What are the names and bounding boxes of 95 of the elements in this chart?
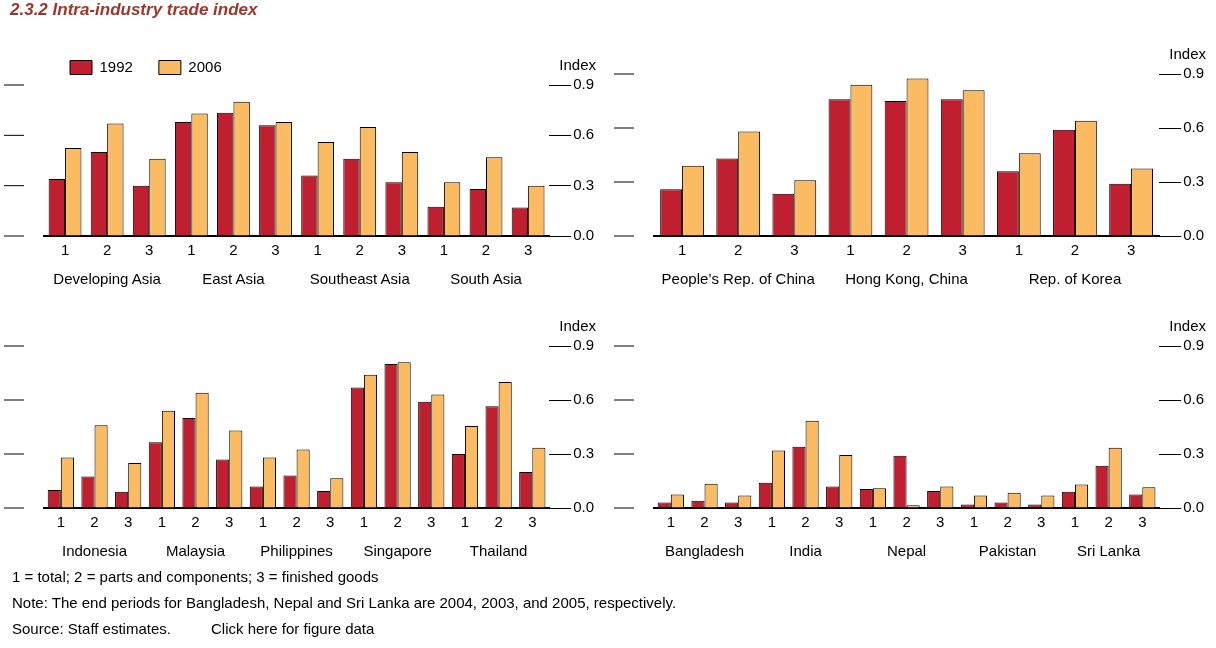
y-tick-label: 0.9 <box>573 336 595 354</box>
x-tick-label: 2 <box>90 513 99 531</box>
x-tick-label: 2 <box>191 513 200 531</box>
y-tick-label: 0.0 <box>1183 498 1205 516</box>
x-tick-label: 3 <box>835 513 844 531</box>
y-tick-label: 0.6 <box>573 390 595 408</box>
text: Rep. of Korea <box>1028 269 1122 287</box>
x-tick-label: 2 <box>734 241 743 259</box>
x-tick-label: 1 <box>1014 241 1023 259</box>
text: People’s Rep. of China <box>661 269 816 287</box>
x-tick-label: 3 <box>958 241 967 259</box>
x-tick-label: 3 <box>1138 513 1147 531</box>
x-tick-label: 3 <box>936 513 945 531</box>
y-tick-label: 0.3 <box>573 175 595 193</box>
x-tick-label: 1 <box>439 241 449 259</box>
chart-title: 2.3.2 Intra-industry trade index <box>8 0 259 20</box>
text: Note: The end periods for Bangladesh, Nepal and Sri Lanka are 2004, 2003, and 2005, respectively. <box>12 593 677 613</box>
y-tick-label: 0.0 <box>573 498 595 516</box>
text: Bangladesh <box>664 541 745 559</box>
x-tick-label: 1 <box>677 241 687 259</box>
y-tick-label: 0.9 <box>573 75 595 93</box>
y-tick-label: 0.6 <box>1183 390 1205 408</box>
x-tick-label: 2 <box>393 513 402 531</box>
text: Click here for figure data <box>210 619 375 639</box>
x-tick-label: 1 <box>359 513 369 531</box>
text: Nepal <box>886 541 927 559</box>
y-tick-label: 0.3 <box>573 444 595 462</box>
y-axis-title: Index <box>1169 316 1207 334</box>
x-tick-label: 3 <box>1126 241 1136 259</box>
y-tick-label: 0.6 <box>1183 118 1205 136</box>
x-tick-label: 3 <box>734 513 743 531</box>
y-tick-label: 0.3 <box>1183 172 1205 190</box>
x-tick-label: 3 <box>397 241 406 259</box>
x-tick-label: 1 <box>868 513 878 531</box>
x-tick-label: 2 <box>902 241 911 259</box>
legend-label: 1992 <box>99 57 133 75</box>
x-tick-label: 3 <box>523 241 533 259</box>
x-tick-label: 1 <box>313 241 322 259</box>
text: Malaysia <box>165 541 226 559</box>
x-tick-label: 2 <box>355 241 364 259</box>
x-tick-label: 1 <box>157 513 167 531</box>
x-tick-label: 1 <box>1070 513 1080 531</box>
x-tick-label: 3 <box>271 241 280 259</box>
x-tick-label: 2 <box>902 513 911 531</box>
y-tick-label: 0.6 <box>573 125 595 143</box>
text: India <box>789 541 823 559</box>
y-axis-title: Index <box>1169 44 1207 62</box>
x-tick-label: 2 <box>1070 241 1080 259</box>
x-tick-label: 1 <box>56 513 66 531</box>
text: Hong Kong, China <box>845 269 969 287</box>
y-tick-label: 0.9 <box>1183 64 1205 82</box>
x-tick-label: 2 <box>292 513 301 531</box>
x-tick-label: 2 <box>494 513 503 531</box>
text: South Asia <box>450 269 523 287</box>
x-tick-label: 2 <box>1104 513 1113 531</box>
x-tick-label: 2 <box>1003 513 1012 531</box>
x-tick-label: 3 <box>790 241 799 259</box>
x-tick-label: 2 <box>700 513 709 531</box>
text: Indonesia <box>61 541 128 559</box>
x-tick-label: 3 <box>145 241 154 259</box>
x-tick-label: 3 <box>528 513 537 531</box>
x-tick-label: 1 <box>846 241 855 259</box>
text: Philippines <box>260 541 333 559</box>
legend-label: 2006 <box>188 57 222 75</box>
y-axis-title: Index <box>559 55 597 73</box>
text: Sri Lanka <box>1076 541 1141 559</box>
x-tick-label: 1 <box>666 513 676 531</box>
x-tick-label: 2 <box>801 513 810 531</box>
x-tick-label: 1 <box>460 513 470 531</box>
text: Pakistan <box>978 541 1037 559</box>
x-tick-label: 3 <box>427 513 436 531</box>
text: Thailand <box>469 541 528 559</box>
text: Developing Asia <box>53 269 162 287</box>
x-tick-label: 1 <box>969 513 979 531</box>
x-tick-label: 3 <box>1037 513 1046 531</box>
x-tick-label: 1 <box>767 513 777 531</box>
x-tick-label: 1 <box>187 241 196 259</box>
x-tick-label: 2 <box>229 241 238 259</box>
text: Southeast Asia <box>309 269 411 287</box>
x-tick-label: 3 <box>225 513 234 531</box>
text: Singapore <box>363 541 432 559</box>
y-tick-label: 0.3 <box>1183 444 1205 462</box>
x-tick-label: 2 <box>102 241 112 259</box>
x-tick-label: 3 <box>326 513 335 531</box>
y-tick-label: 0.9 <box>1183 336 1205 354</box>
x-tick-label: 2 <box>481 241 491 259</box>
y-tick-label: 0.0 <box>1183 226 1205 244</box>
x-tick-label: 1 <box>258 513 268 531</box>
y-axis-title: Index <box>559 316 597 334</box>
y-tick-label: 0.0 <box>573 226 595 244</box>
source-note: Source: Staff estimates. <box>12 619 171 639</box>
x-tick-label: 3 <box>124 513 133 531</box>
x-tick-label: 1 <box>60 241 70 259</box>
text: East Asia <box>202 269 266 287</box>
text: 1 = total; 2 = parts and components; 3 = finished goods <box>12 567 379 587</box>
